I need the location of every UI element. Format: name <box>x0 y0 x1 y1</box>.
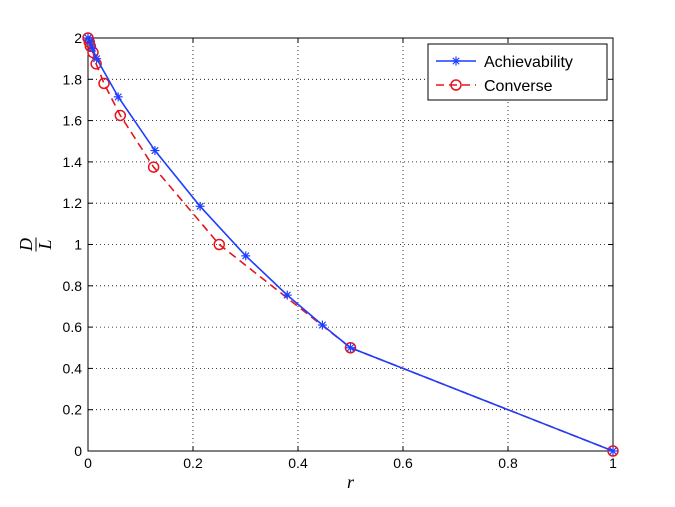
y-tick-label: 1 <box>74 237 82 253</box>
data-point-achievability <box>150 146 160 156</box>
data-point-converse <box>344 342 357 354</box>
y-tick-label: 0.6 <box>63 319 83 335</box>
x-tick-label: 0.2 <box>183 455 203 471</box>
data-point-converse <box>147 161 160 173</box>
legend-label-converse: Converse <box>484 78 553 95</box>
legend-marker-achievability <box>451 56 461 66</box>
y-tick-label: 0.8 <box>63 278 83 294</box>
y-tick-label: 1.8 <box>63 71 83 87</box>
y-tick-label: 1.4 <box>63 154 83 170</box>
legend-marker-converse <box>450 79 462 91</box>
y-tick-label: 1.2 <box>63 195 83 211</box>
y-axis-label-denominator: L <box>35 239 55 250</box>
data-point-converse <box>98 77 110 90</box>
x-tick-label: 0 <box>84 455 92 471</box>
data-point-achievability <box>113 92 123 102</box>
x-tick-label: 0.4 <box>288 455 308 471</box>
data-point-achievability <box>195 201 205 211</box>
data-point-achievability <box>282 290 292 300</box>
data-point-achievability <box>85 36 95 46</box>
data-point-achievability <box>92 54 102 64</box>
y-axis-label: D L <box>16 237 55 252</box>
y-tick-label: 2 <box>74 30 82 46</box>
y-tick-label: 0 <box>74 443 82 459</box>
data-point-converse <box>213 238 225 251</box>
data-point-achievability <box>241 251 251 261</box>
data-point-achievability <box>87 43 97 53</box>
legend-item-converse: Converse <box>436 78 553 95</box>
y-tick-label: 0.4 <box>63 360 83 376</box>
x-tick-label: 1 <box>609 455 617 471</box>
legend-item-achievability: Achievability <box>436 54 573 71</box>
legend-box <box>427 43 608 101</box>
grid <box>88 38 613 451</box>
data-point-achievability <box>346 343 355 353</box>
ticks: 0 0.2 0.4 0.6 0.8 1 0 0.2 0.4 0.6 0.8 1 1.2 1.4 1.6 1.8… <box>63 30 618 471</box>
x-tick-label: 0.8 <box>498 455 518 471</box>
y-axis-label-numerator: D <box>16 238 36 252</box>
series <box>82 32 619 457</box>
y-tick-label: 1.6 <box>63 113 83 129</box>
data-point-achievability <box>608 446 618 456</box>
series-achievability <box>83 33 618 456</box>
data-point-converse <box>607 445 619 457</box>
legend-label-achievability: Achievability <box>484 54 573 71</box>
y-tick-label: 0.2 <box>63 402 83 418</box>
x-axis-label: r <box>347 472 355 492</box>
data-point-achievability <box>317 320 327 330</box>
legend: Achievability Converse <box>427 43 608 101</box>
x-tick-label: 0.6 <box>393 455 413 471</box>
data-point-converse <box>114 109 127 122</box>
